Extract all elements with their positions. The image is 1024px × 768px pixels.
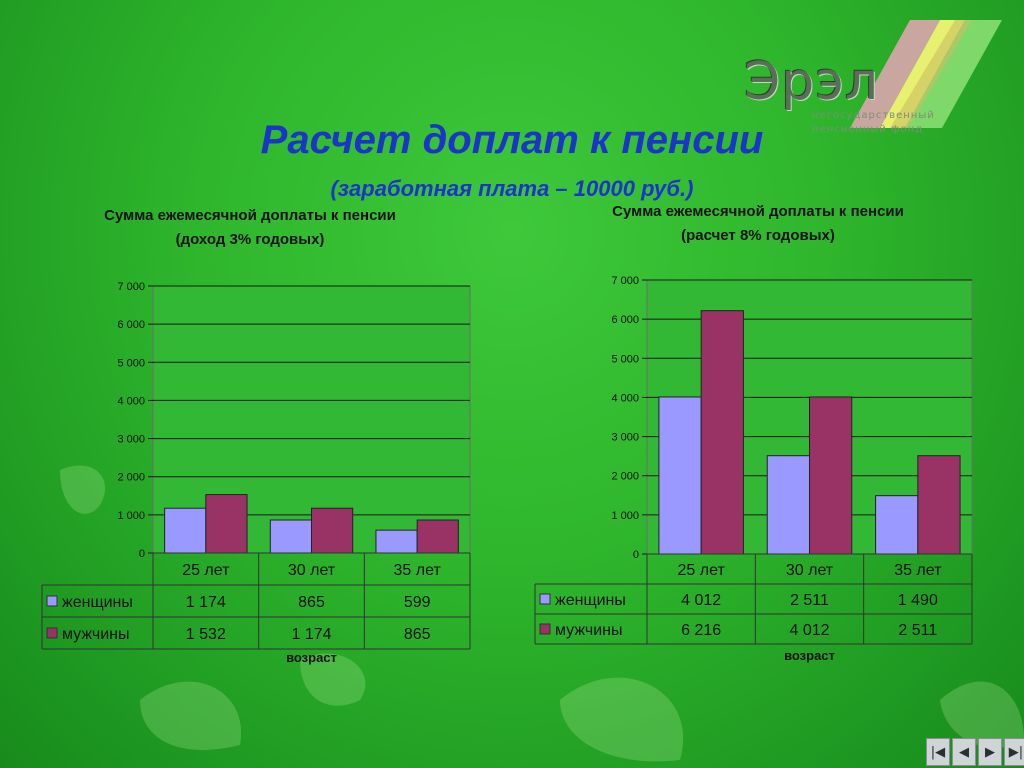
right-legend-swatch-men [539,623,551,635]
left-bar-men [311,507,354,554]
right-ytick-label: 2 000 [611,471,639,483]
next-slide-button[interactable]: ▶ [978,738,1002,766]
right-bar-women [875,495,919,555]
right-bar-men [917,455,961,555]
left-category-label: 30 лет [288,562,336,579]
slide-navigation: |◀ ◀ ▶ ▶| [926,738,1024,766]
right-category-label: 30 лет [786,562,834,579]
right-ytick-label: 0 [633,549,639,561]
right-ytick-label: 4 000 [611,392,639,404]
left-ytick-label: 1 000 [117,510,145,522]
right-bar-men [700,310,744,555]
left-bar-women [164,507,207,554]
chart-right-title-line-1: Сумма ежемесячной доплаты к пенсии [612,203,904,220]
right-data-label-men: 6 216 [681,622,721,639]
left-data-label-men: 1 174 [291,626,331,643]
logo-graphic [850,20,1002,128]
right-category-label: 35 лет [894,562,942,579]
chart-left-title-line-1: Сумма ежемесячной доплаты к пенсии [104,207,396,224]
right-ytick-label: 7 000 [611,275,639,287]
left-ytick-label: 6 000 [117,319,145,331]
chart-right-title-line-2: (расчет 8% годовых) [681,227,835,244]
left-data-label-women: 1 174 [186,594,226,611]
prev-slide-button[interactable]: ◀ [952,738,976,766]
chart-left-title: Сумма ежемесячной доплаты к пенсии (дохо… [40,204,460,252]
next-slide-icon: ▶ [985,744,995,760]
right-data-label-women: 2 511 [790,592,829,609]
left-ytick-label: 2 000 [117,472,145,484]
left-ytick-label: 0 [139,548,145,560]
left-bar-women [269,519,313,554]
left-data-label-men: 865 [404,626,431,643]
right-xlabel: возраст [784,648,835,663]
right-data-label-men: 2 511 [898,622,937,639]
right-data-label-women: 1 490 [898,592,938,609]
left-bar-women [375,529,418,554]
logo-word: Эрэл [744,52,880,112]
first-slide-button[interactable]: |◀ [926,738,950,766]
right-ytick-label: 3 000 [611,432,639,444]
right-data-label-women: 4 012 [681,592,721,609]
right-legend-swatch-women [539,593,551,605]
right-ytick-label: 1 000 [611,510,639,522]
logo-line-1: негосударственный [812,110,935,121]
last-slide-button[interactable]: ▶| [1004,738,1024,766]
right-ytick-label: 5 000 [611,353,639,365]
page-subtitle: (заработная плата – 10000 руб.) [330,176,694,201]
left-data-label-women: 865 [298,594,325,611]
right-bar-women [766,455,810,555]
right-legend-label-women: женщины [555,592,626,609]
right-ytick-label: 6 000 [611,314,639,326]
page-title: Расчет доплат к пенсии [260,118,764,162]
left-ytick-label: 4 000 [117,395,145,407]
left-data-label-women: 599 [404,594,431,611]
left-legend-swatch-men [46,627,58,639]
right-data-label-men: 4 012 [789,622,829,639]
left-legend-label-men: мужчины [62,626,130,643]
left-xlabel: возраст [286,650,337,665]
right-category-label: 25 лет [678,562,726,579]
right-bar-women [658,396,702,555]
last-slide-icon: ▶| [1008,744,1024,760]
prev-slide-icon: ◀ [959,744,969,760]
left-legend-label-women: женщины [62,594,133,611]
left-ytick-label: 3 000 [117,434,145,446]
left-ytick-label: 7 000 [117,281,145,293]
left-ytick-label: 5 000 [117,357,145,369]
right-bar-men [809,396,853,555]
right-legend-label-men: мужчины [555,622,623,639]
left-bar-men [205,494,248,554]
chart-left-title-line-2: (доход 3% годовых) [175,231,325,248]
left-legend-swatch-women [46,595,58,607]
chart-right-title: Сумма ежемесячной доплаты к пенсии (расч… [548,200,968,248]
logo-line-2: пенсионный фонд [812,124,924,135]
first-slide-icon: |◀ [930,744,946,760]
left-bar-men [416,519,459,554]
left-category-label: 25 лет [182,562,230,579]
left-data-label-men: 1 532 [186,626,226,643]
left-category-label: 35 лет [394,562,442,579]
